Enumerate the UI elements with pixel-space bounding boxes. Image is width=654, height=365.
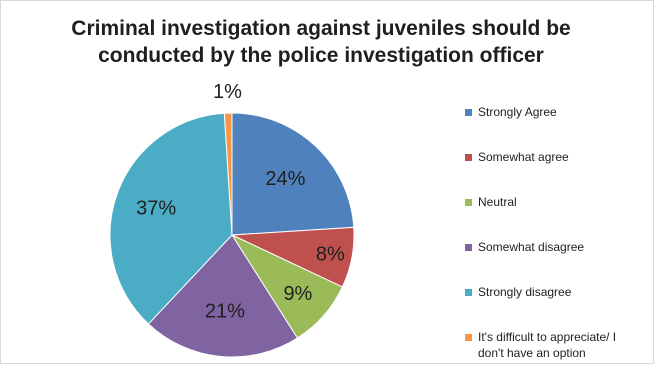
legend-swatch	[465, 244, 472, 251]
legend-swatch	[465, 109, 472, 116]
chart-title: Criminal investigation against juveniles…	[71, 17, 571, 67]
data-label-2: 8%	[316, 244, 345, 266]
legend-label: Strongly Agree	[478, 105, 557, 119]
legend-item-6: It's difficult to appreciate/ I don't ha…	[465, 329, 616, 361]
pie-slice-6	[223, 112, 233, 236]
data-label-6: 1%	[213, 81, 242, 103]
legend-label: Strongly disagree	[478, 285, 572, 299]
legend-item-5: Strongly disagree	[465, 284, 571, 300]
data-label-3: 9%	[283, 283, 312, 305]
data-label-5: 37%	[136, 198, 176, 220]
legend-label: It's difficult to appreciate/ I don't ha…	[478, 330, 617, 360]
legend-item-2: Somewhat agree	[465, 149, 569, 165]
pie-slice-5	[109, 112, 233, 325]
legend-label: Somewhat disagree	[478, 240, 585, 254]
legend-swatch	[465, 334, 472, 341]
legend-swatch	[465, 289, 472, 296]
legend-swatch	[465, 199, 472, 206]
legend-label: Neutral	[478, 195, 517, 209]
legend-item-4: Somewhat disagree	[465, 239, 584, 255]
legend-label: Somewhat agree	[478, 150, 569, 164]
pie-slice-1	[231, 112, 355, 236]
legend-item-3: Neutral	[465, 194, 517, 210]
data-label-4: 21%	[205, 300, 245, 322]
legend-swatch	[465, 154, 472, 161]
pie-slice-4	[147, 234, 299, 358]
data-label-1: 24%	[265, 168, 305, 190]
legend-item-1: Strongly Agree	[465, 104, 557, 120]
